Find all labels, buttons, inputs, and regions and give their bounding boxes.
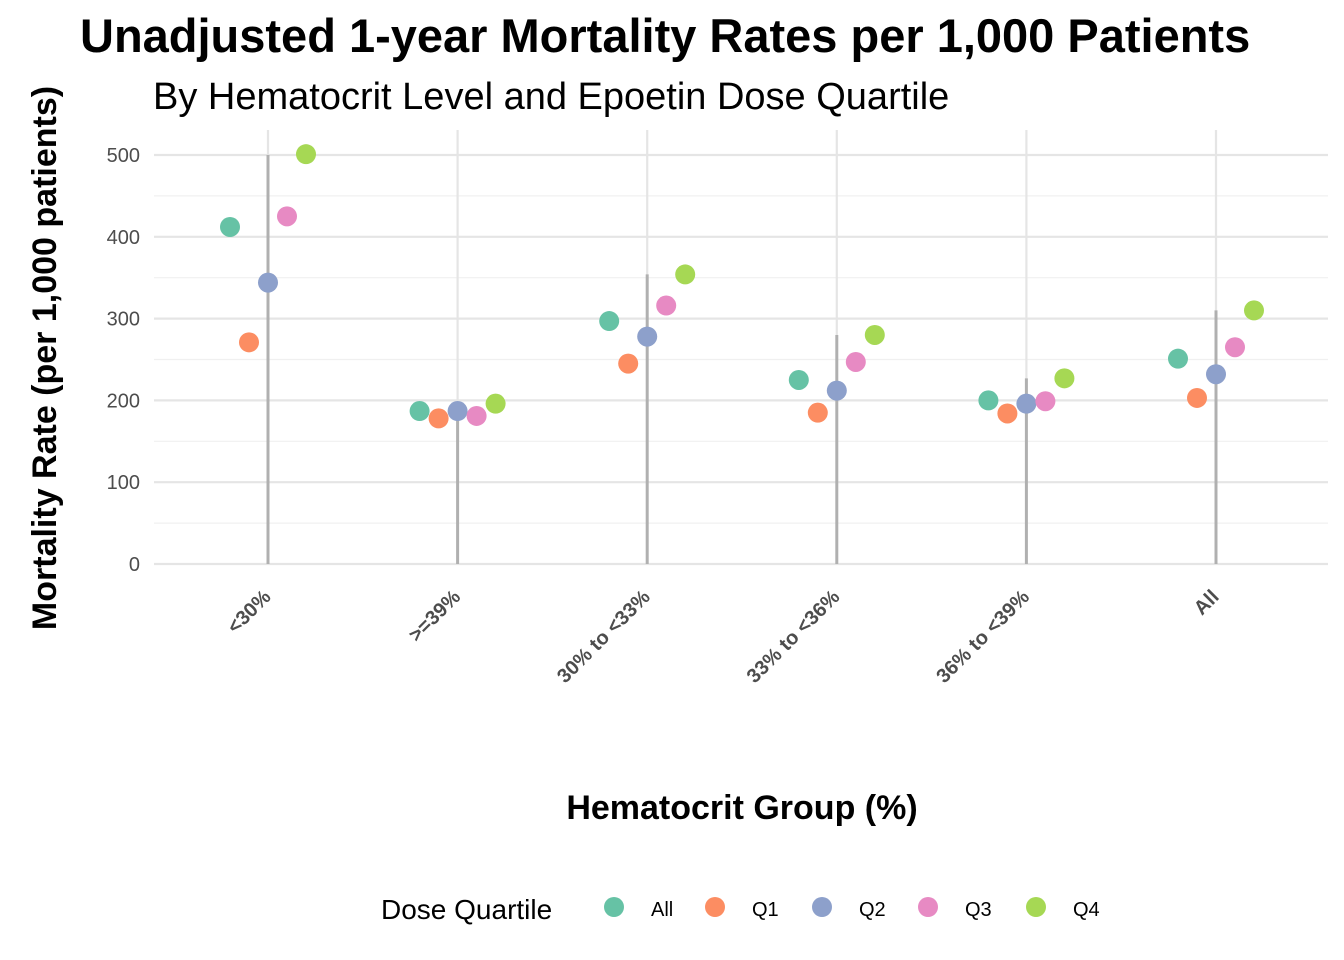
point-33-to-36-all (788, 369, 809, 390)
legend-title: Dose Quartile (381, 894, 552, 925)
legend-key-q3 (918, 897, 938, 917)
point-all-q4 (1244, 300, 1264, 321)
y-tick-label: 100 (107, 472, 140, 494)
x-axis-title: Hematocrit Group (%) (566, 789, 917, 827)
legend-key-all (604, 897, 624, 917)
legend-key-q2 (812, 897, 832, 917)
x-tick-label-30: <30% (223, 586, 275, 638)
chart-title: Unadjusted 1-year Mortality Rates per 1,… (80, 9, 1250, 62)
point-33-to-36-q1 (807, 402, 828, 423)
point-33-to-36-q3 (845, 351, 866, 372)
point-30-q1 (239, 332, 259, 353)
point-36-to-39-q2 (1016, 393, 1037, 414)
x-tick-label-39: >=39% (405, 586, 466, 647)
point-layer (220, 144, 1264, 429)
point-36-to-39-q4 (1054, 368, 1075, 389)
point-36-to-39-q1 (997, 403, 1018, 424)
point-30-q3 (277, 206, 297, 227)
x-tick-label-33-to-36: 33% to <36% (743, 586, 845, 688)
point-30-all (220, 216, 240, 237)
point-39-q1 (428, 408, 449, 429)
y-tick-label: 300 (107, 309, 140, 331)
point-36-to-39-all (978, 390, 999, 411)
point-33-to-36-q4 (864, 324, 885, 345)
legend: Dose Quartile All Q1 Q2 Q3 Q4 (381, 894, 1100, 925)
point-30-q4 (296, 144, 316, 165)
point-39-q3 (466, 405, 487, 426)
point-all-all (1168, 348, 1188, 369)
x-tick-label-36-to-39: 36% to <39% (932, 586, 1034, 688)
point-33-to-36-q2 (826, 380, 847, 401)
point-30-to-33-q4 (675, 264, 696, 285)
point-39-all (409, 401, 430, 422)
point-30-to-33-q2 (637, 326, 658, 347)
y-tick-label: 500 (107, 145, 140, 167)
point-all-q2 (1206, 364, 1226, 385)
point-30-to-33-q1 (618, 353, 639, 374)
point-30-q2 (258, 272, 278, 293)
x-tick-label-all: All (1190, 586, 1224, 620)
legend-label-q1: Q1 (752, 899, 779, 921)
legend-key-q1 (705, 897, 725, 917)
point-39-q2 (447, 401, 468, 422)
legend-label-q4: Q4 (1073, 899, 1100, 921)
legend-key-q4 (1026, 897, 1046, 917)
point-all-q3 (1225, 337, 1245, 358)
legend-items: All Q1 Q2 Q3 Q4 (604, 897, 1100, 921)
x-tick-label-30-to-33: 30% to <33% (553, 586, 655, 688)
y-tick-label: 200 (107, 390, 140, 412)
legend-label-all: All (651, 899, 673, 921)
point-39-q4 (485, 393, 506, 414)
point-all-q1 (1187, 387, 1207, 408)
grid-layer (154, 130, 1328, 566)
y-tick-label: 0 (129, 554, 140, 576)
legend-label-q2: Q2 (859, 899, 886, 921)
point-36-to-39-q3 (1035, 391, 1056, 412)
y-tick-layer: 0 100 200 300 400 500 (107, 145, 140, 576)
legend-label-q3: Q3 (965, 899, 992, 921)
y-tick-label: 400 (107, 227, 140, 249)
point-30-to-33-q3 (656, 295, 677, 316)
x-tick-layer: <30% >=39% 30% to <33% 33% to <36% 36% to <3… (223, 586, 1223, 688)
y-axis-title: Mortality Rate (per 1,000 patients) (26, 86, 64, 630)
chart-subtitle: By Hematocrit Level and Epoetin Dose Qua… (153, 76, 949, 118)
point-30-to-33-all (599, 311, 620, 332)
